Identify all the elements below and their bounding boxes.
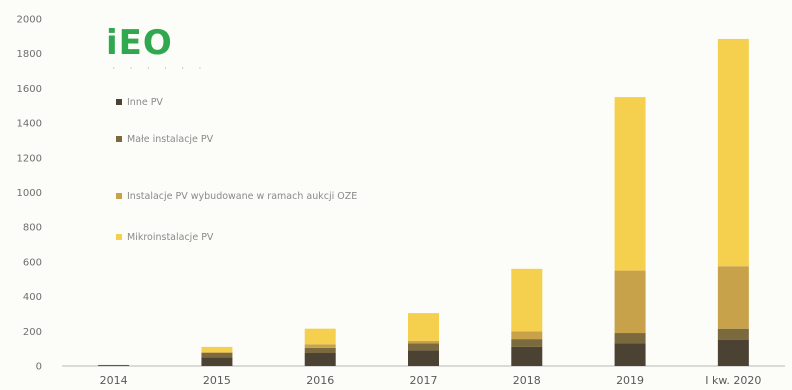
x-tick-label: I kw. 2020 — [705, 374, 761, 387]
bar-segment — [408, 350, 439, 366]
x-axis: 2014 2015 2016 2017 2018 2019 I kw. 2020 — [62, 365, 785, 387]
y-axis: 0 200 400 600 800 1000 1200 1400 1600 1800 2000 — [17, 15, 42, 373]
bar-segment — [614, 343, 646, 366]
bar-segment — [511, 346, 543, 366]
legend-label: Inne PV — [127, 97, 163, 108]
y-tick-label: 2000 — [17, 15, 42, 26]
bar-segment — [304, 352, 336, 366]
bar-segment — [614, 97, 646, 271]
bar-segment — [717, 339, 749, 366]
y-tick-label: 0 — [36, 362, 42, 373]
bar-segment — [614, 270, 646, 334]
legend-swatch — [116, 136, 122, 142]
legend-label: Instalacje PV wybudowane w ramach aukcji… — [127, 191, 357, 202]
bar-segment — [201, 352, 233, 358]
bar-segment — [304, 344, 336, 348]
bar-segment — [408, 340, 439, 344]
bar-segment — [98, 365, 130, 366]
logo-text: iEO — [106, 23, 173, 63]
y-tick-label: 1400 — [17, 119, 42, 130]
bar-segment — [201, 357, 233, 366]
bar-segment — [408, 313, 439, 341]
logo-subtext: · · · · · · — [112, 65, 207, 72]
legend: Inne PV Małe instalacje PV Instalacje PV w… — [116, 97, 357, 243]
bar-segment — [511, 268, 543, 332]
bar-segment — [717, 328, 749, 340]
legend-swatch — [116, 99, 122, 105]
bar-segment — [98, 364, 130, 366]
y-tick-label: 400 — [23, 292, 42, 303]
bar-segment — [304, 328, 336, 345]
bar-segment — [614, 333, 646, 344]
bar-segment — [408, 343, 439, 351]
y-tick-label: 800 — [23, 223, 42, 234]
bar-segment — [304, 347, 336, 353]
legend-swatch — [116, 234, 122, 240]
legend-label: Małe instalacje PV — [127, 134, 214, 145]
y-tick-label: 600 — [23, 257, 42, 268]
legend-swatch — [116, 193, 122, 199]
x-tick-label: 2017 — [410, 374, 438, 387]
x-tick-label: 2018 — [513, 374, 541, 387]
y-tick-label: 200 — [23, 327, 42, 338]
y-tick-label: 1000 — [17, 188, 42, 199]
bar-segment — [201, 346, 233, 353]
bar-segment — [717, 266, 749, 329]
ieo-logo: iEO · · · · · · — [106, 23, 207, 72]
y-tick-label: 1600 — [17, 84, 42, 95]
y-tick-label: 1800 — [17, 49, 42, 60]
x-tick-label: 2019 — [616, 374, 644, 387]
legend-label: Mikroinstalacje PV — [127, 232, 214, 243]
x-tick-label: 2016 — [306, 374, 334, 387]
bar-segment — [511, 331, 543, 340]
x-tick-label: 2014 — [100, 374, 128, 387]
y-tick-label: 1200 — [17, 153, 42, 164]
x-tick-label: 2015 — [203, 374, 231, 387]
bar-segment — [717, 38, 749, 267]
bar-segment — [511, 339, 543, 347]
bar-segment — [201, 352, 233, 353]
bar-series — [98, 38, 749, 366]
